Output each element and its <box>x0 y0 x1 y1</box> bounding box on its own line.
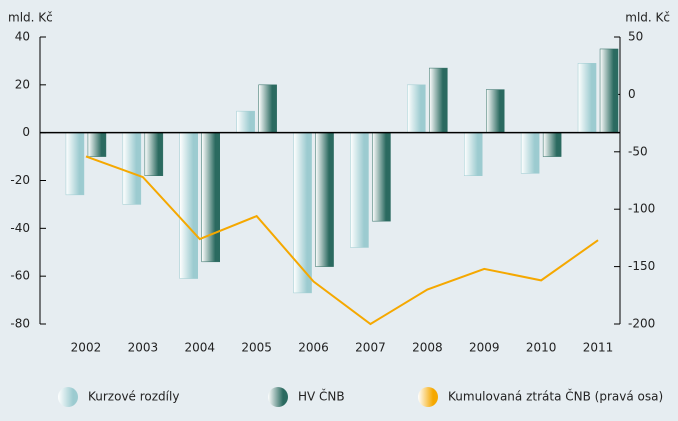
y-tick-label: -80 <box>10 317 30 331</box>
y-tick-label: 40 <box>15 30 30 44</box>
legend-label: Kumulovaná ztráta ČNB (pravá osa) <box>448 389 663 404</box>
bar <box>542 132 562 157</box>
y2-tick-label: 50 <box>628 30 643 44</box>
x-tick-label: 2008 <box>412 341 443 355</box>
x-tick-label: 2006 <box>298 341 329 355</box>
line <box>85 155 599 326</box>
x-tick-label: 2007 <box>355 341 386 355</box>
y-tick-label: 0 <box>22 125 30 139</box>
y-tick-label: 20 <box>15 77 30 91</box>
bar <box>407 84 426 133</box>
bar <box>372 132 391 222</box>
bar <box>258 84 277 133</box>
y-tick-label: -40 <box>10 221 30 235</box>
bar <box>350 132 369 248</box>
bar <box>144 132 164 176</box>
y2-axis-label: mld. Kč <box>625 11 670 25</box>
y-axis-label: mld. Kč <box>8 11 53 25</box>
x-tick-label: 2005 <box>241 341 272 355</box>
y2-tick-label: -100 <box>628 202 655 216</box>
x-tick-label: 2003 <box>128 341 159 355</box>
y-tick-label: -20 <box>10 173 30 187</box>
legend-swatch <box>58 387 78 407</box>
y2-tick-label: -150 <box>628 259 655 273</box>
x-tick-label: 2009 <box>469 341 500 355</box>
bar <box>577 63 597 133</box>
y2-tick-label: 0 <box>628 87 636 101</box>
bar <box>65 132 85 196</box>
legend-swatch <box>268 387 288 407</box>
bar <box>429 67 448 133</box>
bar <box>201 132 220 263</box>
legend-swatch <box>418 387 438 407</box>
y2-tick-label: -50 <box>628 144 648 158</box>
bar <box>486 89 505 133</box>
bar <box>315 132 334 267</box>
x-tick-label: 2004 <box>184 341 215 355</box>
x-tick-label: 2010 <box>526 341 557 355</box>
bar <box>599 48 619 133</box>
bar <box>464 132 483 176</box>
legend-label: Kurzové rozdíly <box>88 390 179 404</box>
bar <box>236 110 255 133</box>
legend-label: HV ČNB <box>298 389 345 404</box>
x-tick-label: 2002 <box>71 341 102 355</box>
x-tick-label: 2011 <box>583 341 614 355</box>
bar <box>179 132 198 279</box>
y2-tick-label: -200 <box>628 317 655 331</box>
y-tick-label: -60 <box>10 269 30 283</box>
bar <box>87 132 107 157</box>
bar <box>122 132 142 205</box>
bar <box>520 132 540 174</box>
